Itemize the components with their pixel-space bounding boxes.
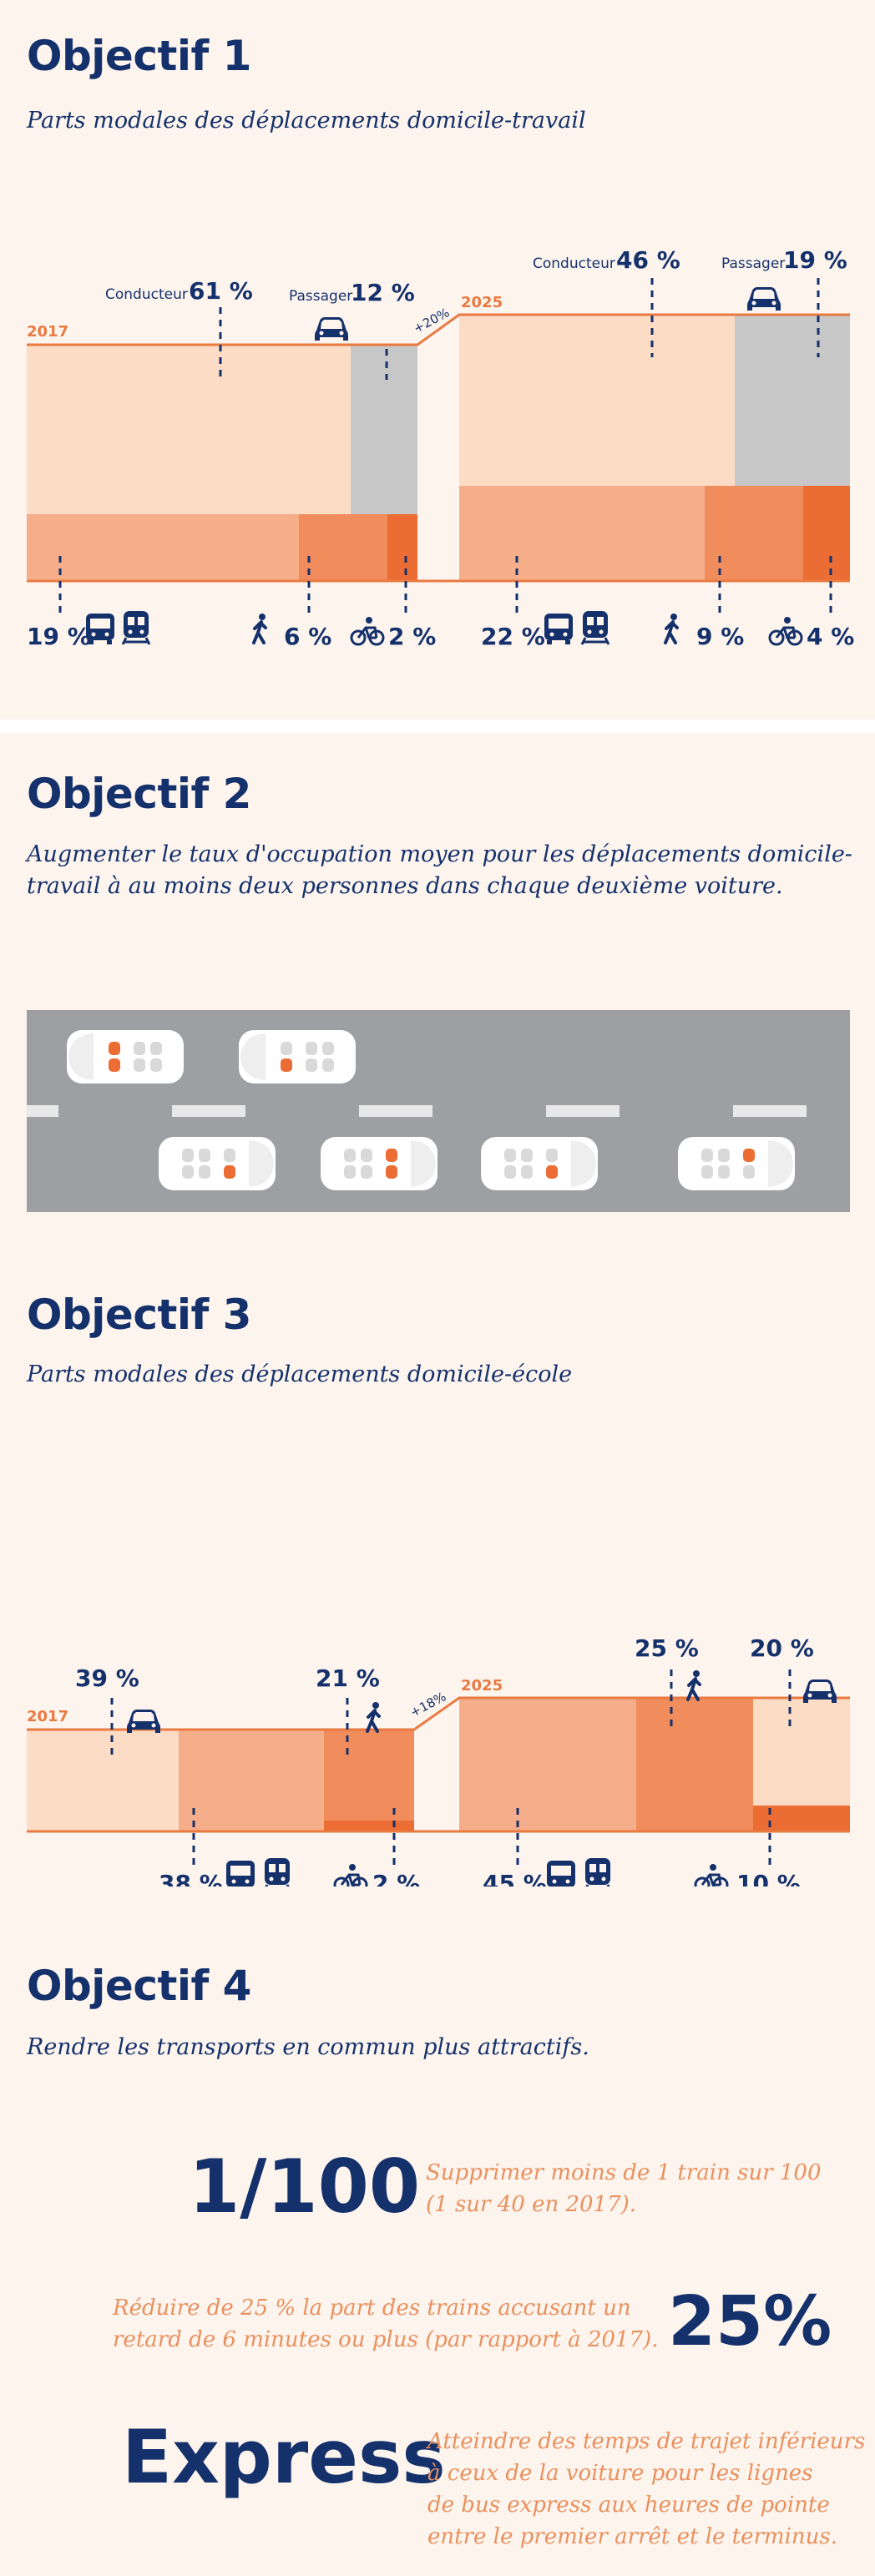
car-icon (747, 287, 781, 311)
walk-icon (252, 612, 267, 644)
car-icon (127, 1710, 160, 1733)
car-icon (678, 1137, 795, 1190)
tp-2017-value: 38 % (159, 1870, 223, 1887)
modal-split-work-chart: 2017 2025 +20% Conducteur 61 % Passager … (27, 246, 854, 650)
walk-2025-value: 25 % (635, 1634, 699, 1662)
passager-2025-value: 19 % (783, 246, 847, 274)
car-icon (315, 317, 348, 341)
walk-icon (686, 1669, 701, 1701)
passager-2017-label: Passager (289, 288, 352, 305)
conducteur-2025-value: 46 % (616, 246, 680, 274)
modal-split-school-chart: 2017 2025 +18% 39 % 21 % 25 % 20 % 38 % … (27, 1634, 850, 1887)
bike-2025-value: 4 % (807, 623, 854, 650)
conducteur-2025-label: Conducteur (533, 255, 615, 272)
bike-2017-value: 2 % (372, 1870, 420, 1887)
train-icon (580, 609, 610, 646)
kpi-express-text-4: entre le premier arrêt et le terminus. (427, 2524, 837, 2549)
kpi-express-text-3: de bus express aux heures de pointe (427, 2493, 830, 2518)
car-icon (67, 1030, 184, 1083)
objective-2-title: Objectif 2 (27, 770, 251, 818)
train-icon (121, 609, 151, 646)
objective-3-subtitle: Parts modales des déplacements domicile-… (27, 1361, 573, 1387)
car-2025-value: 20 % (750, 1634, 814, 1662)
car-icon (481, 1137, 598, 1190)
bus-icon (544, 614, 573, 644)
walk-2017-value: 21 % (316, 1664, 380, 1692)
train-icon (262, 1856, 292, 1887)
objective-1-subtitle: Parts modales des déplacements domicile-… (27, 108, 586, 134)
car-icon (239, 1030, 356, 1083)
kpi-delay-text-2: retard de 6 minutes ou plus (par rapport… (113, 2327, 659, 2352)
bike-2017-value: 2 % (388, 623, 436, 650)
kpi-cancellation-text-2: (1 sur 40 en 2017). (426, 2192, 637, 2217)
conducteur-2017-label: Conducteur (105, 286, 188, 303)
occupancy-road-illustration (27, 1010, 850, 1212)
bike-icon (350, 615, 385, 646)
bus-icon (226, 1861, 255, 1887)
walk-2017-value: 6 % (284, 623, 331, 650)
objective-1-title: Objectif 1 (27, 32, 251, 80)
bus-icon (547, 1861, 575, 1887)
car-2017-value: 39 % (75, 1664, 139, 1692)
kpi-cancellation-value: 1/100 (189, 2144, 421, 2230)
objective-3-title: Objectif 3 (27, 1291, 251, 1339)
kpi-express-value: Express (122, 2414, 446, 2500)
train-icon (583, 1856, 613, 1887)
kpi-express-text-1: Atteindre des temps de trajet inférieurs (427, 2429, 866, 2454)
year-2017-label: 2017 (27, 323, 68, 341)
bike-icon (333, 1862, 368, 1887)
car-icon (321, 1137, 438, 1190)
year-2017-label: 2017 (27, 1708, 68, 1725)
walk-icon (366, 1700, 381, 1733)
bike-2025-value: 10 % (736, 1870, 801, 1887)
conducteur-2017-value: 61 % (189, 277, 253, 305)
bike-icon (694, 1862, 729, 1887)
year-2025-label: 2025 (461, 1677, 503, 1695)
tp-2017-value: 19 % (27, 623, 91, 650)
tp-2025-value: 22 % (481, 623, 545, 650)
increase-label: +18% (407, 1689, 448, 1720)
increase-label: +20% (411, 305, 452, 336)
objective-2-subtitle-line-1: Augmenter le taux d'occupation moyen pou… (27, 841, 852, 867)
bus-icon (86, 614, 114, 644)
passager-2025-label: Passager (721, 255, 785, 272)
objective-2-subtitle-line-2: travail à au moins deux personnes dans c… (27, 873, 783, 899)
kpi-express-text-2: à ceux de la voiture pour les lignes (427, 2461, 813, 2486)
kpi-delay-value: 25% (668, 2282, 832, 2361)
car-icon (803, 1679, 837, 1703)
passager-2017-value: 12 % (351, 279, 415, 306)
objective-4-subtitle: Rendre les transports en commun plus att… (27, 2034, 589, 2060)
objective-1-panel: Objectif 1 Parts modales des déplacement… (0, 0, 875, 720)
tp-2025-value: 45 % (483, 1870, 547, 1887)
objective-4-title: Objectif 4 (27, 1962, 251, 2010)
car-icon (159, 1137, 276, 1190)
kpi-cancellation-text-1: Supprimer moins de 1 train sur 100 (426, 2160, 822, 2185)
bike-icon (768, 615, 803, 646)
walk-icon (664, 612, 679, 644)
kpi-delay-text-1: Réduire de 25 % la part des trains accus… (113, 2296, 631, 2321)
year-2025-label: 2025 (461, 294, 503, 311)
walk-2025-value: 9 % (696, 623, 744, 650)
